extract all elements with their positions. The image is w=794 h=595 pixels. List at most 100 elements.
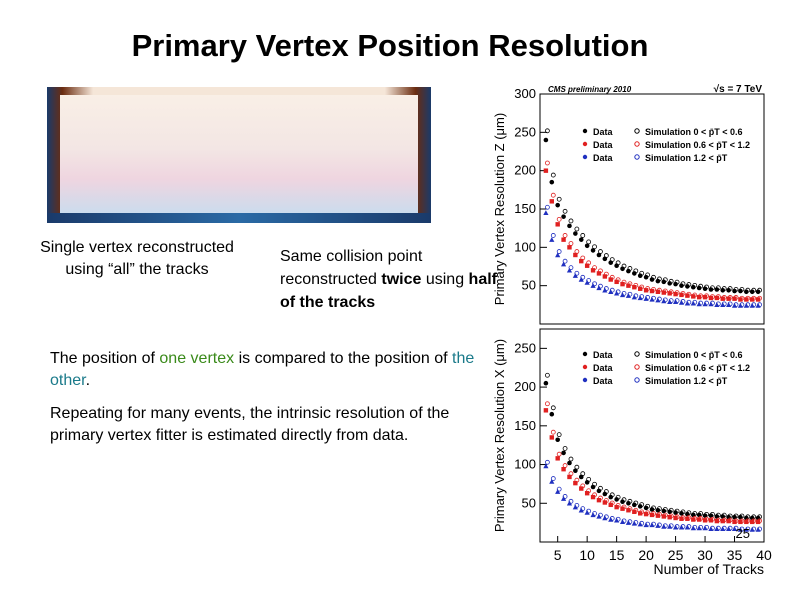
sim-point [757, 302, 763, 308]
sim-point [550, 405, 556, 411]
sim-point [568, 265, 574, 271]
sim-point [739, 286, 745, 292]
data-point [655, 278, 661, 284]
caption-split-pre: Same collision point reconstructed [280, 248, 423, 288]
sim-point [668, 523, 674, 529]
sim-point [656, 276, 662, 282]
y-tick-label: 50 [522, 495, 536, 510]
sim-point [627, 281, 633, 287]
y-tick-label: 150 [514, 201, 536, 216]
sim-point [639, 270, 645, 276]
legend-data-marker [582, 128, 588, 134]
sim-point [633, 268, 639, 274]
data-point [579, 486, 584, 491]
data-point [567, 474, 572, 480]
data-point [560, 261, 567, 267]
sim-point [674, 298, 680, 304]
y-tick-label: 250 [514, 340, 536, 355]
sim-point [562, 446, 568, 451]
sim-point [733, 525, 739, 531]
data-point [590, 494, 596, 500]
sim-point [586, 508, 592, 514]
y-tick-label: 250 [514, 124, 536, 139]
x-tick-label: 30 [697, 547, 713, 563]
sim-point [680, 524, 686, 529]
sim-point [592, 492, 597, 498]
sim-point [757, 518, 763, 524]
data-point [649, 277, 655, 282]
sim-point [745, 295, 751, 301]
sim-point [615, 260, 621, 266]
y-tick-label: 300 [514, 86, 536, 101]
legend-sim-marker [634, 128, 640, 134]
data-point [602, 500, 608, 505]
data-point [543, 137, 549, 143]
sim-point [710, 285, 715, 291]
sim-point [544, 372, 550, 378]
paragraph-compare-e: . [85, 372, 91, 389]
sim-point [550, 172, 556, 178]
sim-point [639, 294, 645, 300]
data-point [573, 231, 578, 236]
legend-data-label: Data [593, 127, 614, 137]
sim-point [698, 524, 704, 530]
sim-point [686, 291, 692, 297]
legend-data-label: Data [593, 153, 614, 163]
caption-split-half: half of the tracks [280, 271, 497, 311]
sim-point [757, 526, 763, 532]
sim-point [609, 492, 615, 498]
y-axis-label: Primary Vertex Resolution Z (μm) [492, 113, 507, 305]
sim-point [550, 233, 556, 238]
sim-point [562, 208, 568, 214]
sim-point [615, 289, 621, 295]
sim-point [680, 281, 686, 287]
sim-point [745, 287, 751, 293]
sim-point [556, 432, 562, 438]
plot-frame-1 [539, 328, 765, 543]
sim-point [662, 523, 668, 529]
sim-point [639, 284, 645, 290]
sim-point [556, 451, 562, 457]
data-point [626, 283, 631, 288]
legend-data-label: Data [593, 350, 614, 360]
sim-point [556, 216, 562, 222]
data-point [626, 268, 631, 274]
data-point [555, 222, 560, 227]
sim-point [633, 520, 639, 525]
sim-point [562, 258, 568, 264]
sim-point [751, 302, 757, 308]
sim-point [757, 295, 763, 301]
legend-data-marker [582, 351, 588, 357]
sim-point [751, 287, 757, 293]
highlight-the-other: the other [50, 350, 475, 389]
y-tick-label: 200 [514, 163, 536, 178]
legend-data-label: Data [593, 376, 614, 386]
sim-point [721, 512, 727, 518]
sim-point [592, 481, 597, 487]
resolution-plots: 50 100 150 200 250 300 Primary Vertex Resoluti… [492, 84, 772, 574]
sim-point [704, 293, 709, 299]
sim-point [586, 488, 592, 494]
sim-point [698, 511, 704, 516]
sim-point [574, 503, 580, 508]
sim-point [633, 282, 639, 288]
sim-point [692, 299, 698, 305]
sim-point [692, 524, 698, 530]
sim-point [627, 498, 633, 504]
data-point [543, 380, 549, 386]
data-point [549, 435, 554, 440]
page-number: 25 [736, 526, 750, 541]
x-tick-label: 40 [756, 547, 772, 563]
legend-sim-marker [634, 364, 640, 370]
x-tick-label: 35 [727, 547, 743, 563]
sim-point [592, 244, 597, 250]
sim-point [598, 268, 603, 274]
data-point [543, 210, 549, 216]
sim-point [615, 494, 621, 500]
legend-sim-label: Simulation 1.2 < p̄T [645, 376, 728, 386]
sim-point [715, 512, 721, 518]
data-point [561, 237, 566, 242]
sim-point [562, 494, 568, 499]
sim-point [621, 504, 627, 510]
sim-point [633, 293, 639, 299]
